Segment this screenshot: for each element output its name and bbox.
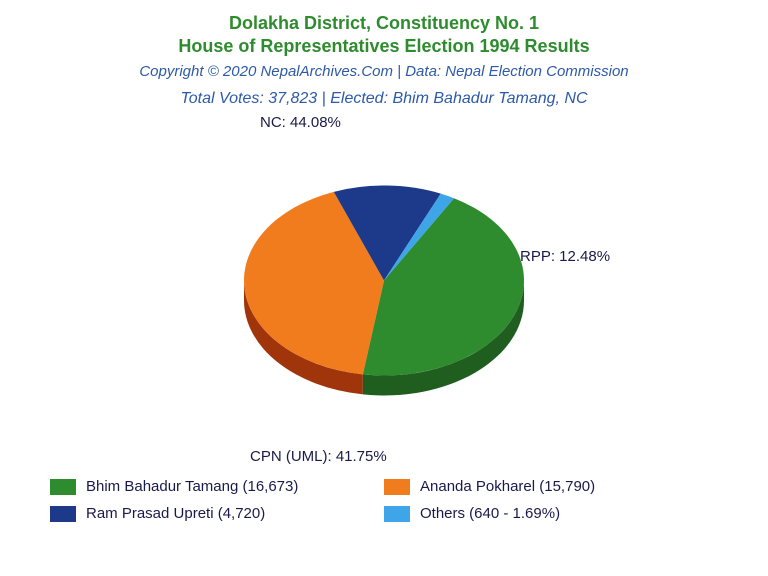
pie-chart xyxy=(234,181,534,406)
slice-label: CPN (UML): 41.75% xyxy=(250,448,387,465)
legend-swatch xyxy=(50,506,76,522)
legend-item: Others (640 - 1.69%) xyxy=(384,505,718,522)
legend: Bhim Bahadur Tamang (16,673) Ananda Pokha… xyxy=(0,478,768,542)
title-line-1: Dolakha District, Constituency No. 1 xyxy=(0,12,768,35)
legend-swatch xyxy=(384,479,410,495)
totals-line: Total Votes: 37,823 | Elected: Bhim Baha… xyxy=(0,90,768,108)
legend-swatch xyxy=(384,506,410,522)
legend-text: Ananda Pokharel (15,790) xyxy=(420,478,595,495)
legend-text: Others (640 - 1.69%) xyxy=(420,505,560,522)
title-line-2: House of Representatives Election 1994 R… xyxy=(0,35,768,58)
legend-text: Bhim Bahadur Tamang (16,673) xyxy=(86,478,298,495)
pie-chart-area: NC: 44.08% CPN (UML): 41.75% RPP: 12.48% xyxy=(0,108,768,478)
copyright-line: Copyright © 2020 NepalArchives.Com | Dat… xyxy=(0,63,768,80)
pie-svg xyxy=(234,181,534,401)
legend-swatch xyxy=(50,479,76,495)
header-block: Dolakha District, Constituency No. 1 Hou… xyxy=(0,0,768,108)
legend-item: Ram Prasad Upreti (4,720) xyxy=(50,505,384,522)
slice-label: NC: 44.08% xyxy=(260,114,341,131)
legend-item: Bhim Bahadur Tamang (16,673) xyxy=(50,478,384,495)
legend-item: Ananda Pokharel (15,790) xyxy=(384,478,718,495)
slice-label: RPP: 12.48% xyxy=(520,248,610,265)
legend-text: Ram Prasad Upreti (4,720) xyxy=(86,505,265,522)
